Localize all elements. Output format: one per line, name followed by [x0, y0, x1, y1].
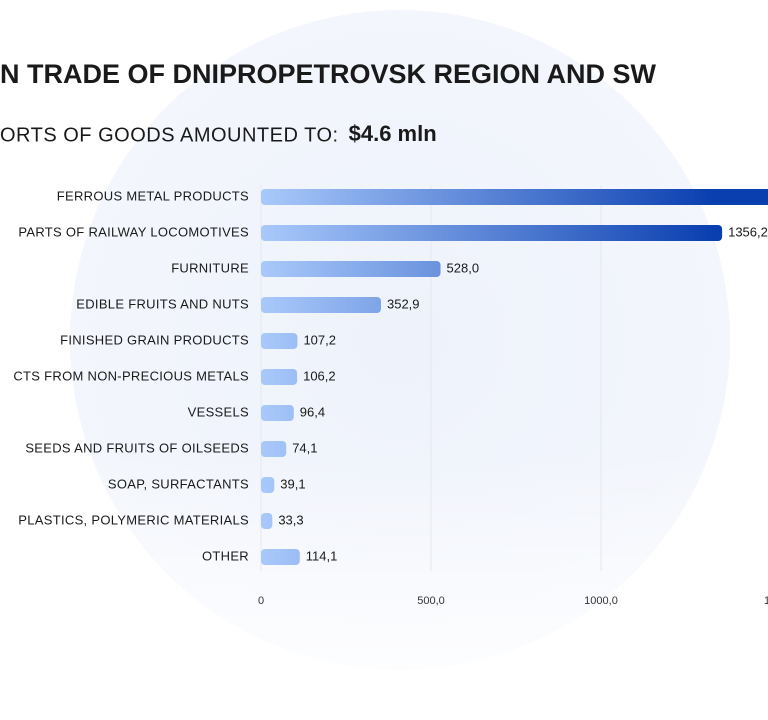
value-label: 39,1	[280, 476, 305, 491]
category-label: SEEDS AND FRUITS OF OILSEEDS	[25, 440, 249, 455]
category-label: CTS FROM NON-PRECIOUS METALS	[13, 368, 249, 383]
bar	[261, 513, 273, 529]
bar	[261, 333, 298, 349]
bar	[261, 405, 294, 421]
chart-title: N TRADE OF DNIPROPETROVSK REGION AND SW	[0, 59, 657, 89]
category-label: SOAP, SURFACTANTS	[108, 476, 249, 491]
bar	[261, 369, 298, 385]
category-label: EDIBLE FRUITS AND NUTS	[76, 296, 249, 311]
bar	[261, 261, 441, 277]
bar	[261, 225, 723, 241]
category-label: FERROUS METAL PRODUCTS	[57, 188, 249, 203]
bar	[261, 477, 275, 493]
value-label: 107,2	[303, 332, 336, 347]
value-label: 352,9	[387, 296, 420, 311]
value-label: 528,0	[447, 260, 480, 275]
value-label: 106,2	[303, 368, 336, 383]
category-label: FINISHED GRAIN PRODUCTS	[60, 332, 249, 347]
category-label: OTHER	[202, 548, 249, 563]
category-label: VESSELS	[188, 404, 249, 419]
x-tick-label: 500,0	[417, 595, 445, 607]
x-tick-label: 1	[764, 595, 768, 607]
category-label: PLASTICS, POLYMERIC MATERIALS	[18, 512, 249, 527]
bar	[261, 297, 381, 313]
category-label: PARTS OF RAILWAY LOCOMOTIVES	[18, 224, 249, 239]
value-label: 33,3	[278, 512, 303, 527]
category-label: FURNITURE	[171, 260, 249, 275]
subtitle: ORTS OF GOODS AMOUNTED TO:	[0, 124, 339, 146]
plot: 0 500,0 1000,0 1 FERROUS METAL PRODUCTS PARTS…	[13, 185, 768, 607]
value-label: 1356,2	[728, 224, 768, 239]
value-label: 96,4	[300, 404, 325, 419]
bar	[261, 441, 287, 457]
background-fade	[0, 450, 768, 720]
value-label: 74,1	[292, 440, 317, 455]
x-tick-label: 0	[258, 595, 264, 607]
x-tick-label: 1000,0	[584, 595, 618, 607]
subtitle-value: $4.6 mln	[349, 121, 437, 146]
bar	[261, 189, 768, 205]
bar	[261, 549, 300, 565]
value-label: 114,1	[306, 548, 338, 563]
